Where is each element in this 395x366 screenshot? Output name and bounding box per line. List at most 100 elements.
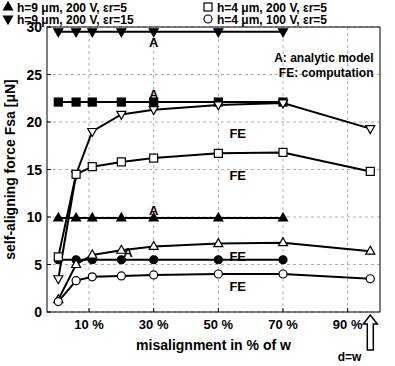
plot-frame bbox=[47, 27, 380, 312]
annotation: A bbox=[149, 35, 159, 50]
point bbox=[117, 29, 126, 37]
point bbox=[88, 250, 97, 258]
grid-line bbox=[47, 122, 380, 123]
point bbox=[214, 256, 222, 264]
x-tick-label: 10 % bbox=[74, 317, 104, 332]
x-tick bbox=[283, 308, 284, 312]
annotation: FE bbox=[229, 279, 246, 294]
grid-line bbox=[153, 27, 154, 312]
point bbox=[366, 275, 374, 283]
point bbox=[117, 111, 126, 119]
y-tick bbox=[47, 169, 51, 170]
chart: 05101520253010 %30 %50 %70 %90 %misalign… bbox=[0, 0, 395, 366]
point bbox=[54, 253, 62, 261]
y-tick-label: 0 bbox=[34, 304, 42, 320]
y-tick bbox=[47, 74, 51, 75]
point bbox=[88, 98, 96, 106]
point bbox=[72, 213, 81, 221]
legend-label: h=9 μm, 200 V, εr=15 bbox=[17, 13, 134, 27]
series-line bbox=[58, 243, 370, 300]
point bbox=[279, 238, 288, 246]
y-tick bbox=[47, 312, 51, 313]
grid-line bbox=[47, 264, 380, 265]
point bbox=[279, 100, 288, 108]
annotation: FE: computation bbox=[279, 66, 374, 80]
annotation: FE bbox=[229, 249, 246, 264]
annotation: A bbox=[149, 87, 159, 102]
point bbox=[214, 213, 223, 221]
point bbox=[54, 276, 63, 284]
point bbox=[279, 29, 288, 37]
point bbox=[279, 148, 287, 156]
point bbox=[54, 298, 62, 306]
y-tick-label: 10 bbox=[26, 209, 42, 225]
point bbox=[117, 98, 125, 106]
x-tick bbox=[153, 308, 154, 312]
arrow bbox=[363, 315, 377, 350]
point bbox=[72, 277, 80, 285]
annotation: A bbox=[149, 203, 159, 218]
x-tick-label: 70 % bbox=[268, 317, 298, 332]
y-tick-label: 15 bbox=[26, 162, 42, 178]
point bbox=[150, 256, 158, 264]
grid-line bbox=[47, 217, 380, 218]
annotation: FE bbox=[229, 126, 246, 141]
point bbox=[214, 149, 222, 157]
point bbox=[88, 213, 97, 221]
x-tick bbox=[218, 308, 219, 312]
legend-marker bbox=[204, 3, 212, 11]
legend: h=9 μm, 200 V, εr=5h=9 μm, 200 V, εr=15h… bbox=[4, 1, 328, 27]
point bbox=[214, 29, 223, 37]
legend-label: h=4 μm, 100 V, εr=5 bbox=[217, 13, 327, 27]
annotation: A: analytic model bbox=[274, 51, 373, 65]
x-tick bbox=[89, 308, 90, 312]
legend-marker bbox=[4, 16, 13, 24]
point bbox=[54, 98, 62, 106]
chart-container: 05101520253010 %30 %50 %70 %90 %misalign… bbox=[0, 0, 395, 366]
point bbox=[72, 171, 81, 179]
legend-marker bbox=[204, 15, 212, 23]
point bbox=[279, 256, 287, 264]
point bbox=[117, 272, 125, 280]
point bbox=[214, 239, 223, 247]
y-axis-label: self-aligning force Fsa [μN] bbox=[2, 79, 18, 259]
point bbox=[150, 271, 158, 279]
y-tick bbox=[47, 217, 51, 218]
y-tick bbox=[47, 27, 51, 28]
y-tick-label: 5 bbox=[34, 257, 42, 273]
grid-line bbox=[218, 27, 219, 312]
point bbox=[279, 213, 288, 221]
point bbox=[88, 163, 96, 171]
point bbox=[54, 29, 63, 37]
point bbox=[72, 260, 81, 268]
series-group bbox=[54, 29, 375, 306]
x-axis-label: misalignment in % of w bbox=[136, 337, 291, 353]
point bbox=[88, 273, 96, 281]
series-line bbox=[58, 103, 370, 279]
point bbox=[366, 167, 374, 175]
point bbox=[149, 107, 158, 115]
annotation: FE bbox=[229, 168, 246, 183]
series-line bbox=[58, 274, 370, 302]
point bbox=[72, 170, 80, 178]
annotation: d=w bbox=[338, 350, 362, 364]
x-tick-label: 50 % bbox=[204, 317, 234, 332]
annotation: A bbox=[123, 245, 133, 260]
point bbox=[117, 213, 126, 221]
series-line bbox=[58, 152, 370, 257]
point bbox=[366, 126, 375, 134]
x-tick-label: 90 % bbox=[333, 317, 363, 332]
point bbox=[88, 129, 97, 137]
grid-line bbox=[47, 169, 380, 170]
point bbox=[149, 241, 158, 249]
point bbox=[279, 270, 287, 278]
point bbox=[150, 154, 158, 162]
point bbox=[88, 29, 97, 37]
y-tick-label: 25 bbox=[26, 67, 42, 83]
point bbox=[72, 98, 80, 106]
point bbox=[72, 29, 81, 37]
y-tick-label: 20 bbox=[26, 114, 42, 130]
y-tick bbox=[47, 264, 51, 265]
x-tick bbox=[347, 308, 348, 312]
point bbox=[366, 246, 375, 254]
